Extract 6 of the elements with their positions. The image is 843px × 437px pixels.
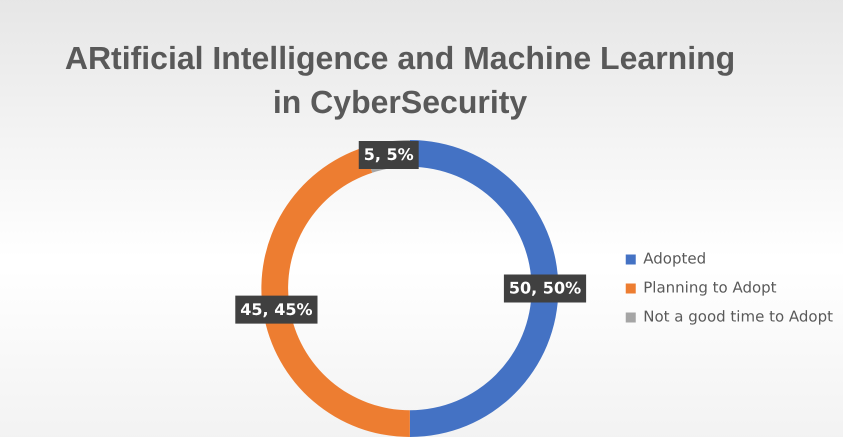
chart-title: ARtificial Intelligence and Machine Learning in CyberSecurity <box>64 39 736 122</box>
data-label: 50, 50% <box>508 278 582 298</box>
data-label: 45, 45% <box>240 300 313 319</box>
legend-label: Adopted <box>643 249 706 268</box>
legend-label: Planning to Adopt <box>643 278 777 296</box>
legend-label: Not a good time to Adopt <box>643 307 834 326</box>
